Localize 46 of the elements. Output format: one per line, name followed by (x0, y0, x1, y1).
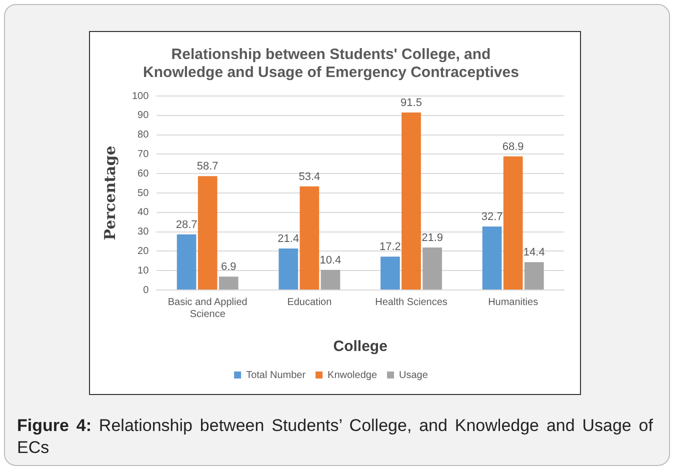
x-axis-title: College (333, 338, 388, 356)
bar (198, 176, 218, 290)
bar (218, 276, 238, 290)
y-tick-label: 40 (138, 207, 150, 218)
bar (524, 262, 544, 290)
y-tick-label: 90 (138, 110, 150, 122)
bar (422, 248, 442, 290)
text: Figure 4: Relationship between Students’ College, and Knowledge and Usage of ECs (17, 416, 653, 457)
bar (278, 248, 298, 290)
data-label: 10.4 (320, 254, 342, 266)
bar (300, 186, 320, 290)
bar (402, 112, 421, 290)
data-label: 32.7 (481, 211, 503, 224)
data-label: 58.7 (196, 160, 218, 173)
data-label: 21.4 (278, 233, 300, 246)
y-tick-label: 80 (138, 130, 150, 141)
data-label: 91.5 (400, 97, 422, 110)
data-label: 68.9 (502, 140, 524, 153)
y-tick-label: 100 (132, 90, 150, 102)
y-tick-label: 60 (138, 168, 150, 180)
x-tick-label: Education (287, 296, 332, 308)
bar (482, 226, 502, 290)
bar (380, 256, 400, 290)
y-tick-label: 70 (138, 148, 150, 160)
x-tick-label: Basic and Applied Science (168, 296, 248, 320)
x-tick-label: Humanities (488, 296, 538, 308)
data-label: 21.9 (422, 232, 444, 244)
x-tick-label: Health Sciences (375, 296, 448, 308)
y-axis-title: Percentage (100, 146, 119, 240)
legend-label: Total Number (246, 370, 306, 381)
bar (503, 156, 523, 290)
y-tick-label: 10 (138, 265, 150, 276)
data-label: 17.2 (380, 241, 401, 254)
data-label: 28.7 (176, 218, 198, 231)
legend-label: Usage (399, 370, 428, 381)
bar (176, 234, 196, 290)
data-label: 14.4 (523, 246, 545, 259)
y-tick-label: 20 (138, 246, 150, 257)
y-tick-label: 30 (138, 226, 150, 238)
y-tick-label: 50 (138, 188, 150, 199)
legend-label: Knwoledge (328, 370, 378, 381)
bar (320, 270, 340, 290)
chart-title: Relationship between Students' College, and Knowledge and Usage of Emergency Contraceptives (143, 46, 519, 82)
data-label: 6.9 (220, 261, 236, 274)
y-tick-label: 0 (143, 284, 150, 296)
data-label: 53.4 (298, 170, 320, 183)
